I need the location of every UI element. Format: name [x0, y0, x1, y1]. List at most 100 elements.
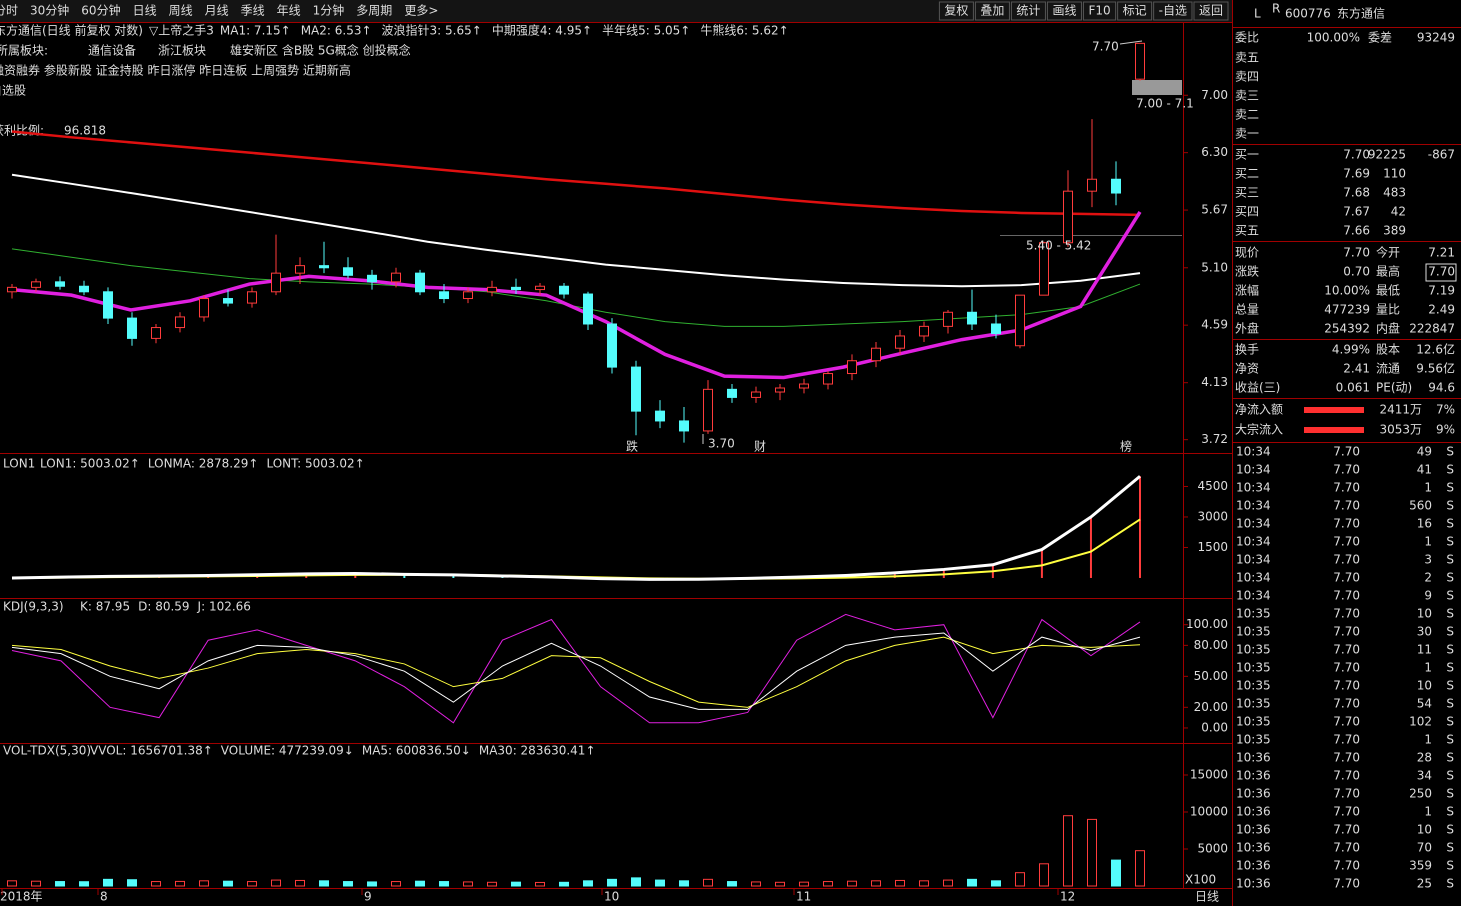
tool-button-frame[interactable] — [1082, 1, 1117, 21]
period-tab[interactable]: 日线 — [133, 4, 157, 18]
tick-time: 10:36 — [1236, 841, 1271, 855]
chart-note: 跌 — [626, 439, 638, 454]
bid-label: 买四 — [1235, 205, 1259, 219]
candle-body — [7, 286, 17, 293]
tool-button[interactable]: -自选 — [1159, 4, 1187, 18]
volume-bar — [559, 881, 569, 887]
period-tab[interactable]: 周线 — [169, 4, 193, 18]
x-tick-label: 10 — [604, 890, 619, 904]
volume-bar — [823, 881, 833, 887]
tool-button-frame[interactable] — [974, 1, 1010, 21]
volume-bar — [367, 881, 377, 887]
volume-bar — [487, 881, 497, 887]
y-tick-label: 7.00 — [1201, 88, 1228, 102]
y-tick-label: 4500 — [1197, 479, 1228, 493]
stat-label: 最高 — [1376, 264, 1400, 279]
tick-time: 10:36 — [1236, 751, 1271, 765]
stat-value: 2.41 — [1343, 362, 1370, 376]
bid-price: 7.69 — [1343, 167, 1370, 181]
period-tab[interactable]: 季线 — [241, 4, 265, 18]
period-tab[interactable]: 年线 — [277, 4, 301, 18]
tick-price: 7.70 — [1333, 445, 1360, 459]
period-tab[interactable]: 60分钟 — [81, 3, 120, 18]
candle-body — [319, 265, 329, 269]
tool-button[interactable]: 叠加 — [980, 4, 1004, 18]
tool-button[interactable]: 标记 — [1123, 4, 1147, 18]
volume-bar — [295, 879, 305, 887]
y-tick-label: 4.13 — [1201, 375, 1228, 389]
period-tab[interactable]: 分时 — [0, 4, 18, 18]
volume-bar — [7, 880, 17, 887]
tick-time: 10:35 — [1236, 607, 1271, 621]
bid-change: -867 — [1428, 148, 1455, 162]
stat-value: 7.19 — [1428, 284, 1455, 298]
tool-button[interactable]: 复权 — [944, 4, 968, 18]
stat-label: 现价 — [1235, 246, 1259, 260]
candle-body — [919, 325, 929, 337]
tick-side: S — [1446, 733, 1454, 747]
ask-label: 卖二 — [1235, 108, 1259, 122]
tick-price: 7.70 — [1333, 841, 1360, 855]
candle-body — [439, 291, 449, 300]
tick-price: 7.70 — [1333, 571, 1360, 585]
tool-button-frame[interactable] — [1046, 1, 1082, 21]
stat-value: 0.70 — [1343, 265, 1370, 279]
candle-body — [1087, 178, 1097, 192]
chart-note: 5.40 - 5.42 — [1026, 239, 1091, 253]
value: 93249 — [1417, 31, 1455, 45]
toolbar-bg — [0, 0, 1232, 22]
tool-button-frame[interactable] — [1117, 1, 1153, 21]
indicator-value: MA30: 283630.41↑ — [479, 744, 596, 758]
indicator-value: LON1: 5003.02↑ — [40, 457, 140, 471]
period-tab[interactable]: 30分钟 — [30, 3, 69, 18]
candle-body — [991, 323, 1001, 335]
tick-time: 10:35 — [1236, 733, 1271, 747]
tick-side: S — [1446, 769, 1454, 783]
y-tick-label: 80.00 — [1194, 638, 1228, 652]
volume-bar — [391, 881, 401, 887]
stat-value: 10.00% — [1324, 284, 1370, 298]
tick-side: S — [1446, 607, 1454, 621]
period-tab[interactable]: 月线 — [205, 4, 229, 18]
volume-bar — [175, 880, 185, 887]
label: 委差 — [1368, 31, 1392, 45]
tick-side: S — [1446, 787, 1454, 801]
candle-body — [223, 298, 233, 304]
tool-button[interactable]: 返回 — [1199, 4, 1223, 18]
tool-button-frame[interactable] — [1193, 1, 1229, 21]
tool-button-frame[interactable] — [1153, 1, 1193, 21]
volume-bar — [967, 878, 977, 887]
tick-volume: 41 — [1417, 463, 1432, 477]
period-tab[interactable]: 更多> — [404, 4, 438, 18]
tick-time: 10:36 — [1236, 805, 1271, 819]
tick-price: 7.70 — [1333, 535, 1360, 549]
volume-bar — [511, 881, 521, 887]
tool-button[interactable]: 画线 — [1052, 4, 1076, 18]
bid-label: 买三 — [1235, 186, 1259, 200]
volume-bar — [751, 881, 761, 887]
volume-bar — [871, 880, 881, 887]
tool-button[interactable]: 统计 — [1016, 4, 1040, 18]
indicator-value: K: 87.95 — [80, 600, 130, 614]
tick-volume: 1 — [1424, 481, 1432, 495]
tick-volume: 54 — [1417, 697, 1432, 711]
tool-button-frame[interactable] — [1010, 1, 1046, 21]
volume-bar — [775, 881, 785, 887]
tool-button[interactable]: F10 — [1088, 4, 1110, 18]
tick-volume: 34 — [1417, 769, 1432, 783]
period-tab[interactable]: 多周期 — [356, 4, 392, 18]
tick-price: 7.70 — [1333, 679, 1360, 693]
volume-bar — [895, 879, 905, 887]
tick-volume: 3 — [1424, 553, 1432, 567]
period-tab[interactable]: 1分钟 — [313, 3, 345, 18]
tick-time: 10:36 — [1236, 769, 1271, 783]
tool-button-frame[interactable] — [938, 1, 974, 21]
stock-code: 600776 — [1285, 7, 1331, 21]
tick-price: 7.70 — [1333, 697, 1360, 711]
flow-bar — [1304, 407, 1364, 413]
tick-side: S — [1446, 679, 1454, 693]
tick-volume: 49 — [1417, 445, 1432, 459]
kdj-line — [11, 632, 1141, 710]
lon-line — [11, 475, 1141, 581]
ask-label: 卖三 — [1235, 89, 1259, 103]
